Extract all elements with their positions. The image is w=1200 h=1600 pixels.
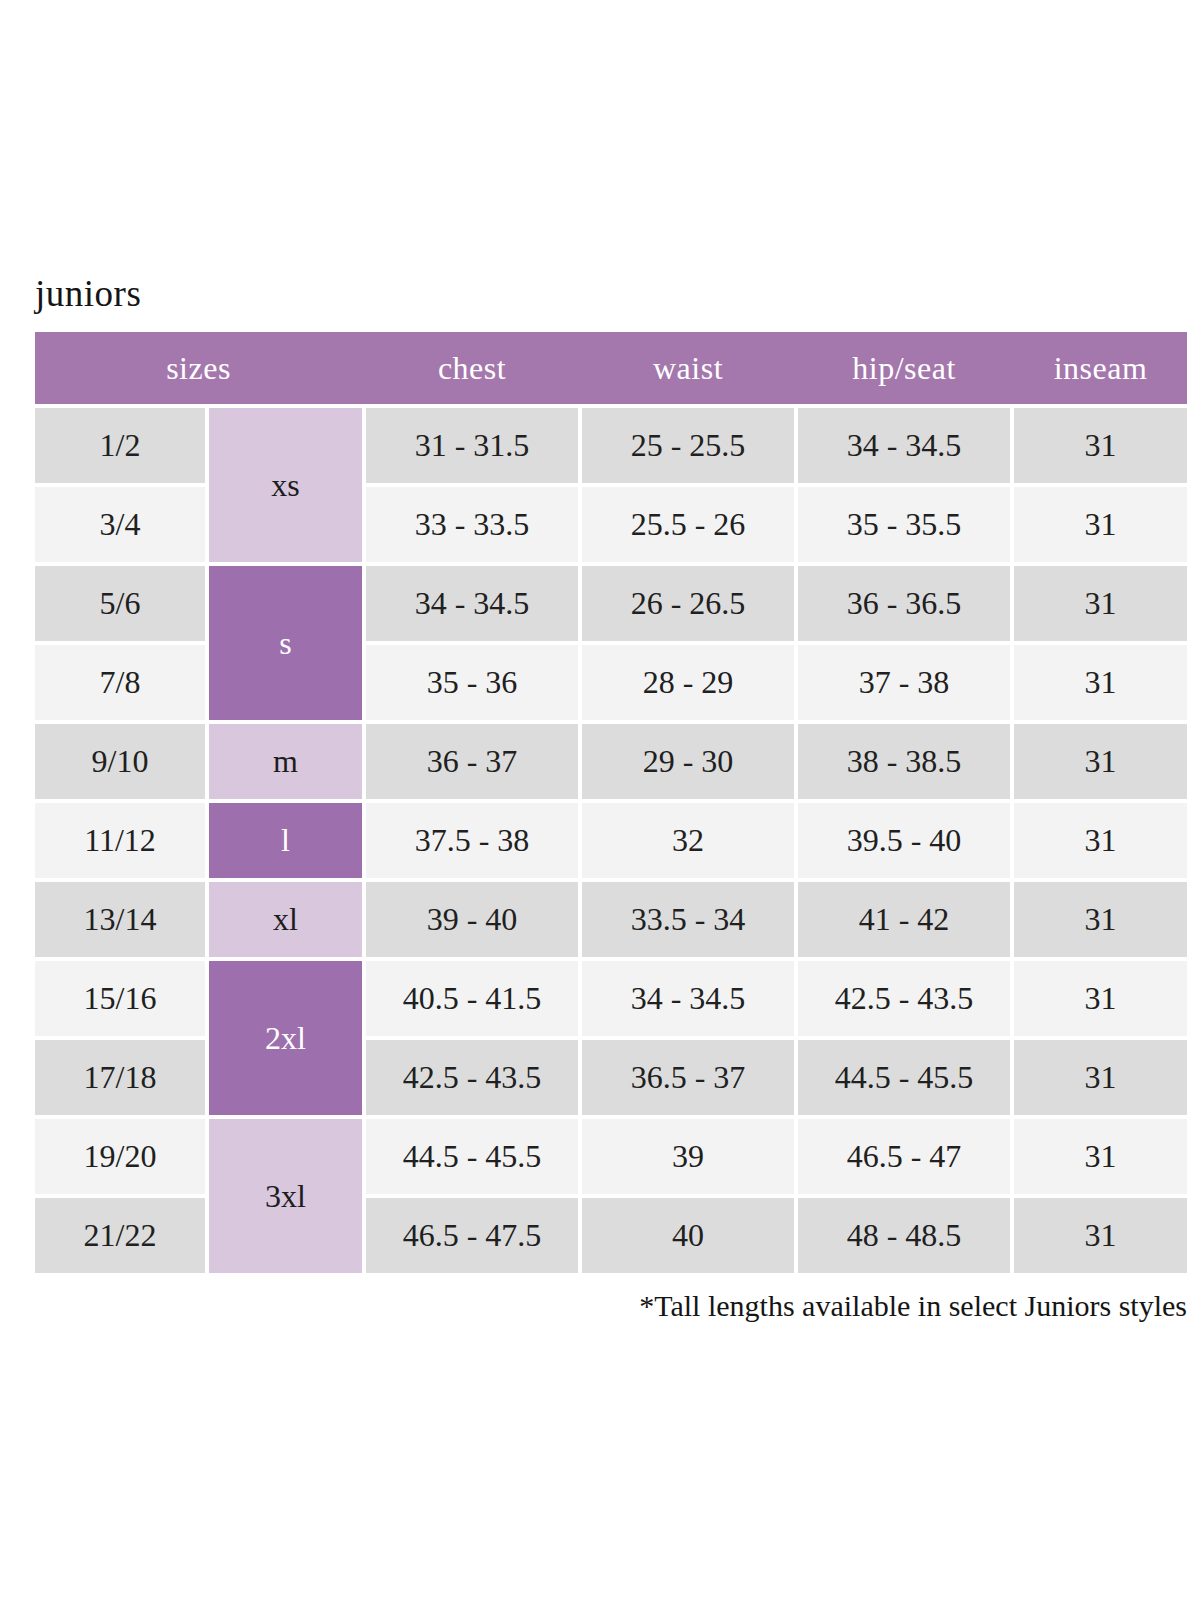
inseam-cell: 31 [1014, 1040, 1187, 1115]
chest-cell: 35 - 36 [366, 645, 578, 720]
hip-seat-cell: 41 - 42 [798, 882, 1010, 957]
size-group-cell-l: l [209, 803, 362, 878]
chest-cell: 33 - 33.5 [366, 487, 578, 562]
hip-seat-cell: 37 - 38 [798, 645, 1010, 720]
size-group-cell-3xl: 3xl [209, 1119, 362, 1273]
chest-cell: 36 - 37 [366, 724, 578, 799]
chest-cell: 42.5 - 43.5 [366, 1040, 578, 1115]
size-group-cell-2xl: 2xl [209, 961, 362, 1115]
hip-seat-cell: 35 - 35.5 [798, 487, 1010, 562]
chest-cell: 39 - 40 [366, 882, 578, 957]
size-range-cell: 11/12 [35, 803, 205, 878]
page: juniors sizes chest waist hip/seat insea… [0, 0, 1200, 1600]
waist-cell: 26 - 26.5 [582, 566, 794, 641]
size-group-cell-s: s [209, 566, 362, 720]
hip-seat-cell: 42.5 - 43.5 [798, 961, 1010, 1036]
footnote: *Tall lengths available in select Junior… [35, 1289, 1187, 1323]
chest-cell: 37.5 - 38 [366, 803, 578, 878]
waist-cell: 28 - 29 [582, 645, 794, 720]
size-range-cell: 3/4 [35, 487, 205, 562]
inseam-cell: 31 [1014, 487, 1187, 562]
chest-cell: 34 - 34.5 [366, 566, 578, 641]
chest-cell: 44.5 - 45.5 [366, 1119, 578, 1194]
size-range-cell: 9/10 [35, 724, 205, 799]
size-range-cell: 15/16 [35, 961, 205, 1036]
waist-cell: 25.5 - 26 [582, 487, 794, 562]
juniors-size-table: sizes chest waist hip/seat inseam 1/2 xs… [35, 332, 1187, 1273]
waist-cell: 40 [582, 1198, 794, 1273]
size-range-cell: 21/22 [35, 1198, 205, 1273]
hip-seat-cell: 44.5 - 45.5 [798, 1040, 1010, 1115]
column-header-inseam: inseam [1014, 332, 1187, 404]
inseam-cell: 31 [1014, 961, 1187, 1036]
page-title: juniors [35, 272, 1200, 315]
hip-seat-cell: 39.5 - 40 [798, 803, 1010, 878]
chest-cell: 40.5 - 41.5 [366, 961, 578, 1036]
column-header-hip-seat: hip/seat [798, 332, 1010, 404]
size-range-cell: 17/18 [35, 1040, 205, 1115]
size-range-cell: 1/2 [35, 408, 205, 483]
hip-seat-cell: 38 - 38.5 [798, 724, 1010, 799]
waist-cell: 34 - 34.5 [582, 961, 794, 1036]
chest-cell: 31 - 31.5 [366, 408, 578, 483]
inseam-cell: 31 [1014, 566, 1187, 641]
size-range-cell: 19/20 [35, 1119, 205, 1194]
inseam-cell: 31 [1014, 645, 1187, 720]
inseam-cell: 31 [1014, 1198, 1187, 1273]
waist-cell: 39 [582, 1119, 794, 1194]
inseam-cell: 31 [1014, 882, 1187, 957]
hip-seat-cell: 46.5 - 47 [798, 1119, 1010, 1194]
size-group-cell-xs: xs [209, 408, 362, 562]
column-header-sizes: sizes [35, 332, 362, 404]
chest-cell: 46.5 - 47.5 [366, 1198, 578, 1273]
size-group-cell-m: m [209, 724, 362, 799]
inseam-cell: 31 [1014, 408, 1187, 483]
size-range-cell: 13/14 [35, 882, 205, 957]
hip-seat-cell: 36 - 36.5 [798, 566, 1010, 641]
size-range-cell: 7/8 [35, 645, 205, 720]
waist-cell: 25 - 25.5 [582, 408, 794, 483]
column-header-waist: waist [582, 332, 794, 404]
column-header-chest: chest [366, 332, 578, 404]
inseam-cell: 31 [1014, 724, 1187, 799]
hip-seat-cell: 48 - 48.5 [798, 1198, 1010, 1273]
waist-cell: 32 [582, 803, 794, 878]
size-group-cell-xl: xl [209, 882, 362, 957]
hip-seat-cell: 34 - 34.5 [798, 408, 1010, 483]
inseam-cell: 31 [1014, 1119, 1187, 1194]
size-range-cell: 5/6 [35, 566, 205, 641]
inseam-cell: 31 [1014, 803, 1187, 878]
waist-cell: 36.5 - 37 [582, 1040, 794, 1115]
waist-cell: 29 - 30 [582, 724, 794, 799]
table-header-row: sizes chest waist hip/seat inseam [35, 332, 1187, 404]
waist-cell: 33.5 - 34 [582, 882, 794, 957]
